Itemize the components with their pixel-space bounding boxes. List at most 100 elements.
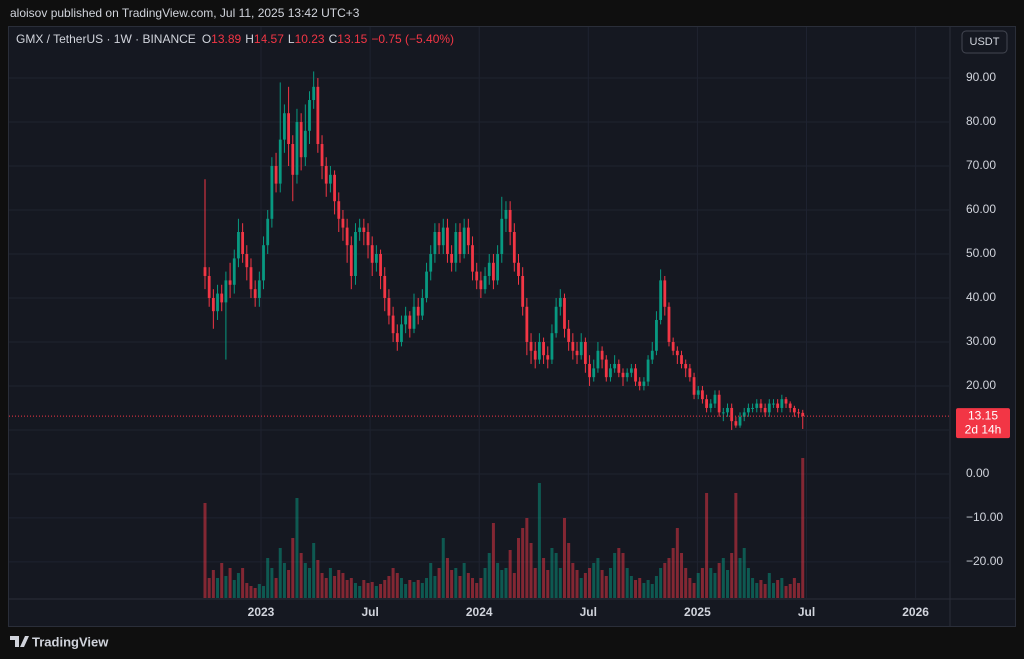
volume-bar [692,583,696,598]
candle-body [354,231,357,276]
candle-body [408,315,412,329]
candle-body [232,258,236,285]
candle-body [358,227,362,232]
volume-bar [721,558,725,598]
volume-bar [333,576,337,598]
volume-bar [366,583,370,598]
candle-body [416,306,420,316]
candle-body [333,174,336,202]
candle-body [675,350,679,356]
volume-bar [533,568,537,598]
volume-bar [353,583,357,598]
volume-bar [349,578,353,598]
volume-bar [253,588,257,598]
volume-bar [404,584,408,598]
volume-bar [429,563,433,598]
volume-bar [454,568,458,598]
volume-bar [604,576,608,598]
currency-button[interactable] [961,30,1008,54]
candle-body [538,341,541,360]
volume-bar [562,518,566,598]
volume-bar [379,584,383,598]
candle-body [705,399,708,408]
candle-body [742,412,746,417]
candle-body [479,280,483,290]
volume-bar [713,573,717,598]
volume-bar [550,548,554,598]
change: −0.75 (−5.40%) [371,32,454,46]
volume-bar [291,538,295,598]
candle-body [450,253,454,263]
candle-body [801,412,805,417]
candle-body [776,403,780,408]
candle-body [738,416,742,426]
currency[interactable]: USDT [970,36,1000,48]
candle-body [446,227,449,254]
candle-body [604,359,608,378]
y-tick-label: 30.00 [966,334,996,348]
volume-bar [216,578,220,598]
y-tick-label: 70.00 [966,158,996,172]
volume-bar [742,548,746,598]
candle-body [492,262,495,281]
volume-bar [341,573,345,598]
y-tick-label: 60.00 [966,202,996,216]
volume-bar [546,570,550,598]
candle-body [688,368,692,378]
volume-bar [441,538,445,598]
candle-body [684,363,688,369]
candle-body [324,166,328,184]
candle-body [337,201,341,219]
candle-body [241,231,245,254]
volume-bar [700,568,704,598]
volume-bar [433,576,437,598]
volume-bar [408,580,412,598]
candle-body [542,341,545,356]
candle-body [462,227,466,254]
volume-bar [671,548,675,598]
legend-label: L [288,32,295,46]
candle-body [592,368,596,378]
x-tick-label: 2023 [248,605,275,619]
volume-bar [412,582,416,598]
candle-body [487,262,491,276]
volume-bar [600,570,604,598]
volume-bar [571,563,575,598]
volume-bar [521,528,525,598]
volume-bar [466,573,470,598]
volume-bar [709,568,713,598]
candle-body [224,280,228,303]
y-tick-label: 40.00 [966,290,996,304]
volume-bar [788,584,792,598]
candle-body [370,245,374,263]
legend-value: 13.89 [211,32,241,46]
y-tick-label: 90.00 [966,70,996,84]
candle-body [625,372,629,378]
volume-bar [324,578,328,598]
x-tick-label: Jul [798,605,815,619]
candle-body [638,381,642,386]
brand-logo [10,636,29,647]
volume-bar [659,568,663,598]
candle-body [308,100,311,131]
candle-body [245,253,249,268]
candle-body [404,315,408,325]
y-tick-label: 50.00 [966,246,996,260]
volume-bar [496,563,500,598]
candle-body [613,363,617,369]
candle-body [374,253,378,263]
volume-bar [228,568,232,598]
candle-body [391,315,395,334]
candle-body [249,267,253,290]
candle-body [650,350,654,360]
candle-body [583,341,587,364]
candle-body [274,166,278,184]
volume-bar [308,568,311,598]
volume-bar [370,582,374,598]
volume-bar [316,560,320,598]
volume-bar [500,570,504,598]
candle-body [379,253,382,276]
volume-bar [475,583,479,598]
legend-label: O [202,32,211,46]
candle-body [550,333,554,360]
